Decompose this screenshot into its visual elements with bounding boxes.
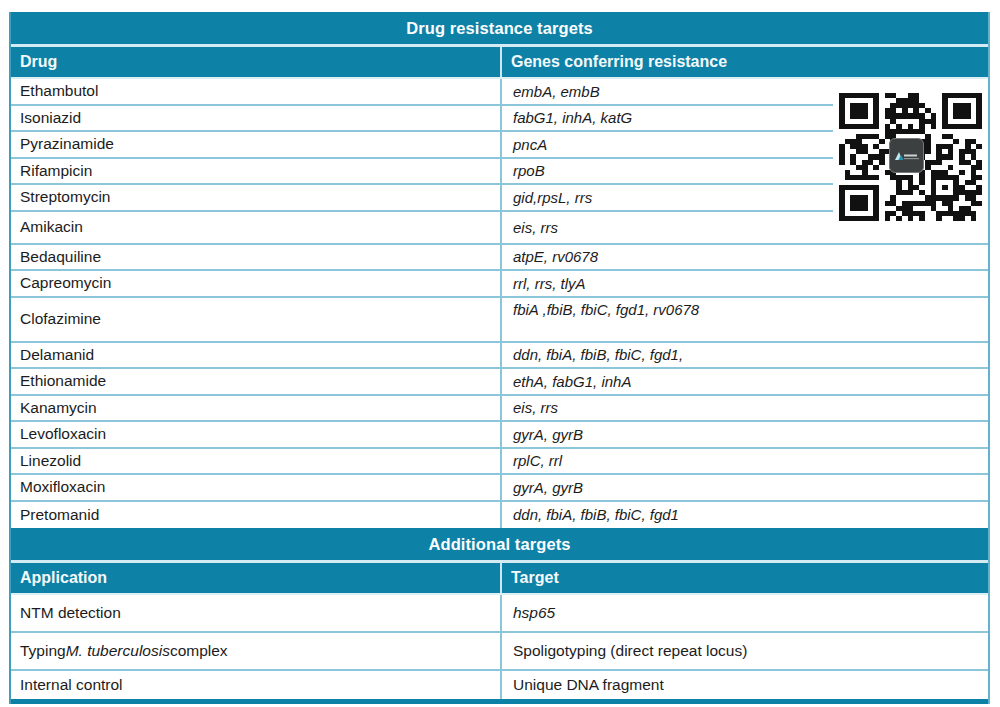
table-row: Typing M. tuberculosis complex Spoligotyp… bbox=[11, 633, 988, 671]
drug-cell: Bedaquiline bbox=[11, 245, 502, 270]
application-cell: Internal control bbox=[11, 671, 502, 699]
drug-cell: Delamanid bbox=[11, 343, 502, 368]
table-row: Capreomycinrrl, rrs, tlyA bbox=[11, 271, 988, 298]
genes-cell: ddn, fbiA, fbiB, fbiC, fgd1 bbox=[502, 502, 988, 529]
table-bottom-border bbox=[11, 699, 988, 704]
additional-rows: NTM detection hsp65 Typing M. tuberculosis… bbox=[11, 595, 988, 699]
qr-logo-glyph bbox=[893, 149, 920, 163]
qr-center-logo bbox=[889, 138, 924, 173]
drug-cell: Amikacin bbox=[11, 212, 502, 243]
col-header-target: Target bbox=[502, 563, 988, 593]
text: Typing bbox=[20, 642, 66, 660]
genes-cell: ddn, fbiA, fbiB, fbiC, fgd1, bbox=[502, 343, 988, 368]
text: complex bbox=[170, 642, 228, 660]
text: NTM detection bbox=[20, 604, 121, 622]
drug-cell: Ethionamide bbox=[11, 369, 502, 394]
table-row: BedaquilineatpE, rv0678 bbox=[11, 245, 988, 272]
page: Drug resistance targets Drug Genes confe… bbox=[0, 0, 1000, 707]
genes-cell: rplC, rrl bbox=[502, 449, 988, 474]
table-row: NTM detection hsp65 bbox=[11, 595, 988, 633]
genes-cell: gyrA, gyrB bbox=[502, 422, 988, 447]
genes-cell: gyrA, gyrB bbox=[502, 475, 988, 500]
col-header-application: Application bbox=[11, 563, 502, 593]
drug-cell: Capreomycin bbox=[11, 271, 502, 296]
drug-cell: Ethambutol bbox=[11, 79, 502, 104]
genes-cell: atpE, rv0678 bbox=[502, 245, 988, 270]
drug-cell: Isoniazid bbox=[11, 106, 502, 131]
table-row: Pretomanidddn, fbiA, fbiB, fbiC, fgd1 bbox=[11, 502, 988, 529]
target-cell: Spoligotyping (direct repeat locus) bbox=[502, 633, 988, 669]
italic-text: hsp65 bbox=[513, 604, 555, 622]
target-cell: hsp65 bbox=[502, 595, 988, 631]
table-row: LevofloxacingyrA, gyrB bbox=[11, 422, 988, 449]
drug-cell: Levofloxacin bbox=[11, 422, 502, 447]
drug-cell: Clofazimine bbox=[11, 298, 502, 341]
table2-title: Additional targets bbox=[11, 528, 988, 560]
drug-cell: Rifampicin bbox=[11, 159, 502, 184]
target-cell: Unique DNA fragment bbox=[502, 671, 988, 699]
table-row: EthionamideethA, fabG1, inhA bbox=[11, 369, 988, 396]
table-row: MoxifloxacingyrA, gyrB bbox=[11, 475, 988, 502]
text: Internal control bbox=[20, 676, 123, 694]
table-row: Kanamycineis, rrs bbox=[11, 396, 988, 423]
table-row: Delamanidddn, fbiA, fbiB, fbiC, fgd1, bbox=[11, 343, 988, 370]
genes-cell: rrl, rrs, tlyA bbox=[502, 271, 988, 296]
drug-cell: Moxifloxacin bbox=[11, 475, 502, 500]
application-cell: NTM detection bbox=[11, 595, 502, 631]
drug-cell: Kanamycin bbox=[11, 396, 502, 421]
drug-cell: Pyrazinamide bbox=[11, 132, 502, 157]
table-row: ClofaziminefbiA ,fbiB, fbiC, fgd1, rv067… bbox=[11, 298, 988, 343]
table-row: LinezolidrplC, rrl bbox=[11, 449, 988, 476]
drug-cell: Linezolid bbox=[11, 449, 502, 474]
genes-cell: eis, rrs bbox=[502, 396, 988, 421]
text: Spoligotyping (direct repeat locus) bbox=[513, 642, 747, 660]
drug-cell: Pretomanid bbox=[11, 502, 502, 529]
drug-cell: Streptomycin bbox=[11, 185, 502, 210]
genes-cell: ethA, fabG1, inhA bbox=[502, 369, 988, 394]
text: Unique DNA fragment bbox=[513, 676, 664, 694]
italic-text: M. tuberculosis bbox=[66, 642, 170, 660]
col-header-genes: Genes conferring resistance bbox=[502, 47, 988, 77]
table1-title: Drug resistance targets bbox=[11, 12, 988, 44]
table2-header-row: Application Target bbox=[11, 563, 988, 593]
table-row: Internal control Unique DNA fragment bbox=[11, 671, 988, 699]
table1-header-row: Drug Genes conferring resistance bbox=[11, 47, 988, 77]
col-header-drug: Drug bbox=[11, 47, 502, 77]
application-cell: Typing M. tuberculosis complex bbox=[11, 633, 502, 669]
qr-code bbox=[833, 86, 988, 228]
genes-cell: fbiA ,fbiB, fbiC, fgd1, rv0678 bbox=[502, 298, 988, 341]
